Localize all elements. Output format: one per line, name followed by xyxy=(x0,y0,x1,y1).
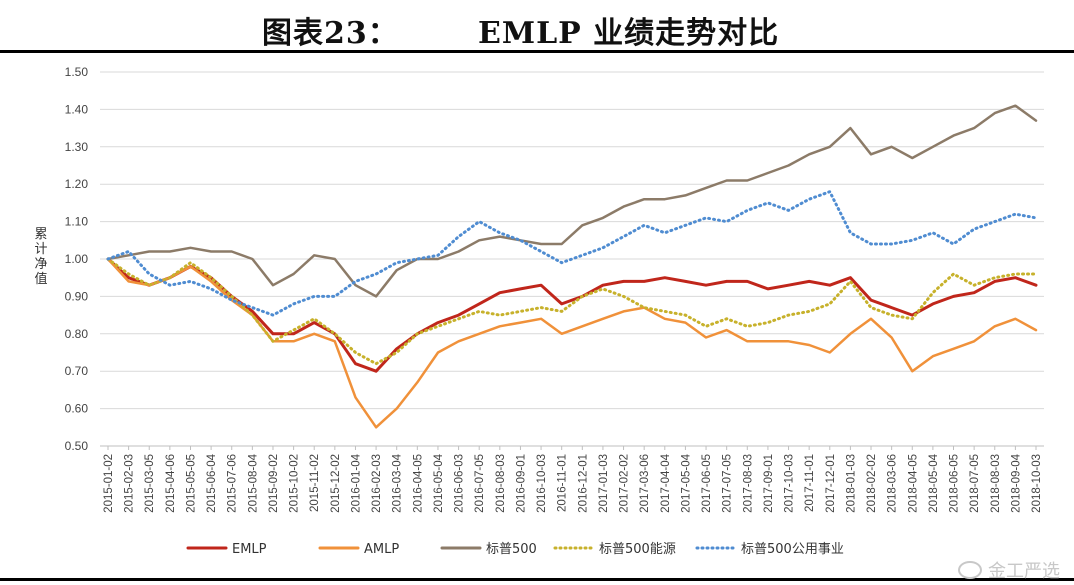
y-tick-label: 1.50 xyxy=(65,65,89,79)
x-tick-label: 2015-01-02 xyxy=(103,454,115,513)
x-tick-label: 2018-09-04 xyxy=(1010,453,1022,512)
legend-label-3: 标普500能源 xyxy=(599,542,676,557)
x-tick-label: 2017-12-01 xyxy=(825,454,837,513)
x-tick-label: 2017-01-03 xyxy=(598,454,610,513)
series-line-0 xyxy=(106,257,1038,373)
x-tick-label: 2015-12-02 xyxy=(330,454,342,513)
x-tick-label: 2018-10-03 xyxy=(1031,454,1043,513)
watermark: 金工严选 xyxy=(958,557,1060,583)
y-tick-label: 1.10 xyxy=(65,215,89,229)
x-tick-label: 2017-09-01 xyxy=(763,454,775,513)
x-tick-label: 2017-07-05 xyxy=(722,454,734,513)
legend-label-4: 标普500公用事业 xyxy=(741,542,844,557)
x-tick-label: 2015-07-06 xyxy=(227,454,239,513)
x-tick-label: 2018-08-03 xyxy=(990,454,1002,513)
x-tick-label: 2018-02-02 xyxy=(866,454,878,513)
x-tick-label: 2016-09-01 xyxy=(515,454,527,513)
bottom-rule xyxy=(0,578,1074,581)
y-tick-label: 1.30 xyxy=(65,140,89,154)
y-tick-label: 0.50 xyxy=(65,439,89,453)
x-tick-label: 2018-05-04 xyxy=(928,453,940,512)
wechat-icon xyxy=(958,561,982,579)
legend-label-2: 标普500 xyxy=(486,542,537,557)
y-axis-label-char: 计 xyxy=(34,242,47,257)
x-tick-label: 2016-11-01 xyxy=(557,454,569,512)
x-tick-label: 2015-11-02 xyxy=(309,454,321,512)
x-tick-label: 2018-03-06 xyxy=(887,454,899,513)
x-tick-label: 2016-04-05 xyxy=(412,454,424,513)
x-tick-label: 2015-04-06 xyxy=(165,454,177,513)
x-tick-label: 2015-05-05 xyxy=(185,454,197,513)
x-tick-label: 2017-04-04 xyxy=(660,453,672,512)
x-tick-label: 2017-05-04 xyxy=(680,453,692,512)
x-tick-label: 2017-11-01 xyxy=(804,454,816,512)
x-tick-label: 2015-10-02 xyxy=(289,454,301,513)
x-tick-label: 2015-06-04 xyxy=(206,453,218,512)
x-tick-label: 2017-02-02 xyxy=(619,454,631,513)
legend-label-0: EMLP xyxy=(232,542,267,557)
x-tick-label: 2016-05-04 xyxy=(433,453,445,512)
y-tick-label: 0.70 xyxy=(65,364,89,378)
x-tick-label: 2016-02-03 xyxy=(371,454,383,513)
y-axis-label-char: 累 xyxy=(34,227,47,242)
x-tick-label: 2017-06-05 xyxy=(701,454,713,513)
x-tick-label: 2016-01-04 xyxy=(350,453,362,512)
chart-title-main: EMLP 业绩走势对比 xyxy=(478,16,780,51)
x-tick-label: 2016-07-05 xyxy=(474,454,486,513)
x-tick-label: 2017-10-03 xyxy=(784,454,796,513)
x-tick-label: 2018-06-05 xyxy=(949,454,961,513)
y-tick-label: 0.60 xyxy=(65,402,89,416)
y-axis-label-char: 值 xyxy=(34,271,47,287)
x-tick-label: 2016-10-03 xyxy=(536,454,548,513)
x-tick-label: 2018-07-05 xyxy=(969,454,981,513)
x-tick-label: 2017-08-03 xyxy=(742,454,754,513)
series-line-4 xyxy=(106,190,1038,317)
watermark-text: 金工严选 xyxy=(988,561,1060,582)
chart-title: 图表23： EMLP 业绩走势对比 xyxy=(0,4,1074,51)
top-rule xyxy=(0,50,1074,53)
series-line-2 xyxy=(106,104,1038,298)
y-tick-label: 1.20 xyxy=(65,177,89,191)
x-tick-label: 2015-09-02 xyxy=(268,454,280,513)
y-axis-label-char: 净 xyxy=(34,257,47,272)
y-tick-label: 0.80 xyxy=(65,327,89,341)
y-tick-label: 1.40 xyxy=(65,102,89,116)
y-tick-label: 1.00 xyxy=(65,252,89,266)
x-tick-label: 2015-08-04 xyxy=(247,453,259,512)
x-tick-label: 2017-03-06 xyxy=(639,454,651,513)
y-tick-label: 0.90 xyxy=(65,289,89,303)
x-tick-label: 2016-03-04 xyxy=(392,453,404,512)
x-tick-label: 2018-04-05 xyxy=(907,454,919,513)
series-line-1 xyxy=(106,257,1038,429)
series-line-3 xyxy=(106,257,1038,366)
x-tick-label: 2016-12-01 xyxy=(577,454,589,513)
x-tick-label: 2015-03-05 xyxy=(144,454,156,513)
x-tick-label: 2018-01-03 xyxy=(845,454,857,513)
legend-label-1: AMLP xyxy=(364,542,399,557)
chart-title-prefix: 图表23： xyxy=(262,16,399,51)
x-tick-label: 2016-08-03 xyxy=(495,454,507,513)
x-tick-label: 2015-02-03 xyxy=(124,454,136,513)
x-tick-label: 2016-06-03 xyxy=(454,454,466,513)
